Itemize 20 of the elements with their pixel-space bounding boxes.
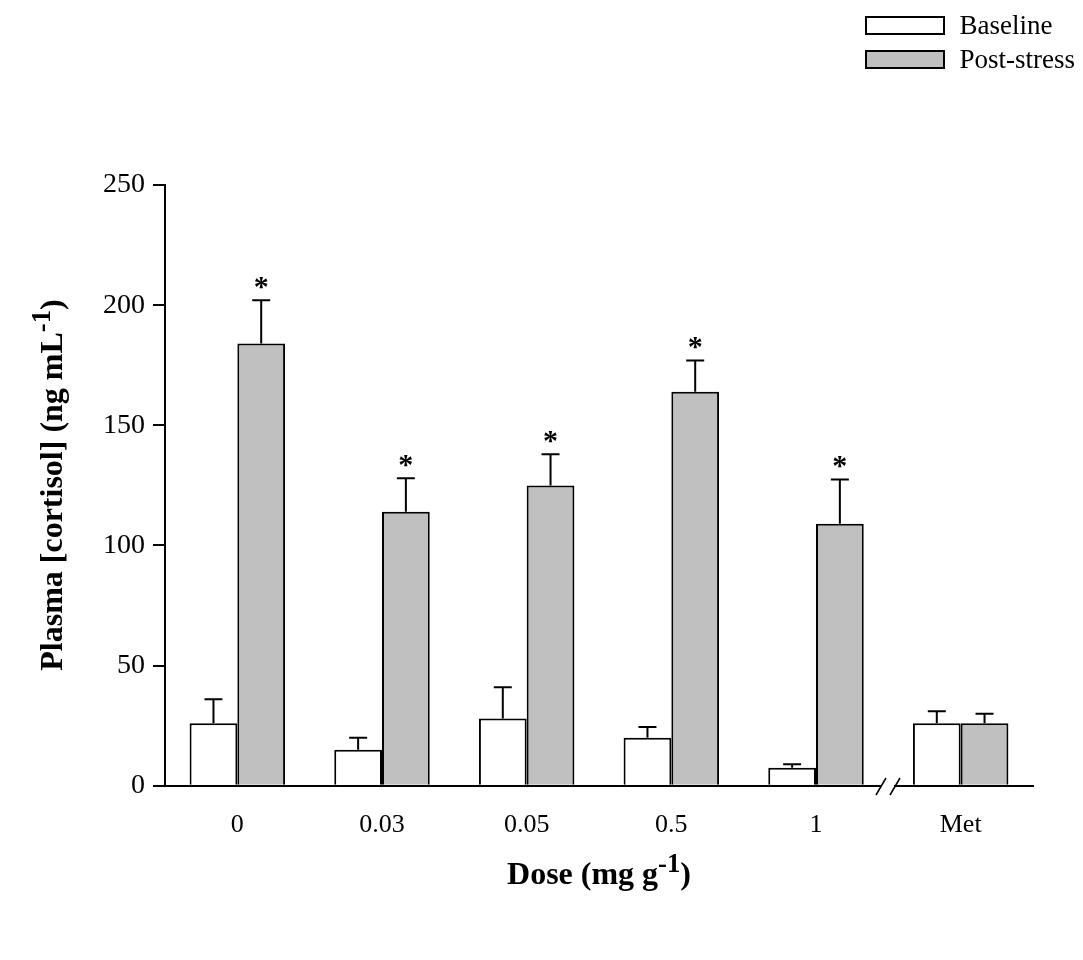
y-tick-label: 200 [103, 287, 145, 319]
annotation: * [253, 269, 269, 303]
x-tick-label: 0.03 [359, 809, 405, 839]
y-tick-label: 150 [103, 407, 145, 439]
annotation: * [687, 329, 703, 363]
x-tick-label: 0.05 [503, 809, 550, 839]
x-tick-label: 0 [230, 809, 244, 839]
y-tick-label: 50 [117, 648, 145, 679]
x-axis-title: Dose (mg g$^{-1}$) [507, 847, 691, 892]
annotation: * [398, 447, 414, 481]
legend-label: Post-stress [959, 43, 1075, 76]
x-tick-label: 1 [809, 809, 823, 839]
annotation: * [543, 423, 559, 457]
y-tick-label: 0 [131, 768, 145, 800]
annotation: * [832, 448, 848, 482]
y-tick-label: 100 [103, 527, 145, 559]
y-tick-label: 250 [103, 167, 145, 199]
x-tick-label: 0.5 [655, 809, 688, 839]
x-tick-label: Met [939, 809, 983, 839]
text: Baseline [959, 9, 1053, 42]
